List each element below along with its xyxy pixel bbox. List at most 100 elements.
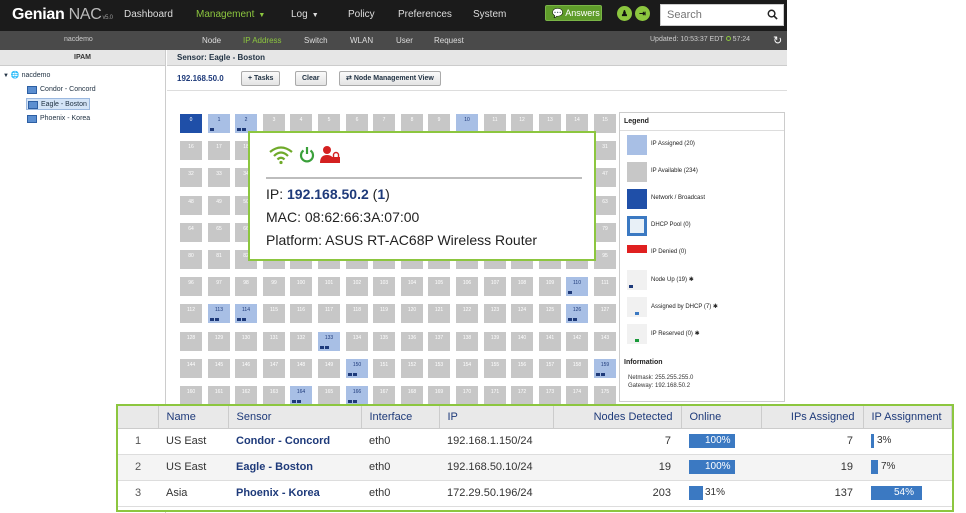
ip-cell[interactable]: 102 [346, 277, 368, 296]
ip-cell[interactable]: 152 [401, 359, 423, 378]
ip-cell[interactable]: 133 [318, 332, 340, 351]
subnav-wlan[interactable]: WLAN [350, 36, 374, 45]
ip-cell[interactable]: 121 [428, 304, 450, 323]
ip-cell[interactable]: 162 [235, 386, 257, 405]
ip-cell[interactable]: 145 [208, 359, 230, 378]
gear-icon[interactable]: ✱ [712, 304, 718, 310]
ip-cell[interactable]: 136 [401, 332, 423, 351]
ip-cell[interactable]: 173 [539, 386, 561, 405]
ip-cell[interactable]: 140 [511, 332, 533, 351]
ip-cell[interactable]: 157 [539, 359, 561, 378]
ip-cell[interactable]: 79 [594, 223, 616, 242]
nav-management[interactable]: Management ▼ [196, 9, 265, 20]
brand-logo[interactable]: Genian NACv5.0 [12, 6, 113, 24]
ip-cell[interactable]: 11 [484, 114, 506, 133]
ip-cell[interactable]: 170 [456, 386, 478, 405]
ip-cell[interactable]: 163 [263, 386, 285, 405]
ip-cell[interactable]: 172 [511, 386, 533, 405]
col-nodes-detected[interactable]: Nodes Detected [553, 406, 682, 429]
ip-cell[interactable]: 109 [539, 277, 561, 296]
ip-cell[interactable]: 150 [346, 359, 368, 378]
col-interface[interactable]: Interface [361, 406, 440, 429]
ip-cell[interactable]: 47 [594, 168, 616, 187]
col-ip[interactable]: IP [439, 406, 554, 429]
ip-cell[interactable]: 113 [208, 304, 230, 323]
row-sensor-link[interactable]: Phoenix - Korea [228, 480, 361, 507]
tree-node-eagle[interactable]: Eagle - Boston [26, 98, 90, 110]
ip-cell[interactable]: 108 [511, 277, 533, 296]
ip-cell[interactable]: 49 [208, 196, 230, 215]
ip-cell[interactable]: 117 [318, 304, 340, 323]
ip-cell[interactable]: 159 [594, 359, 616, 378]
table-row[interactable]: 3 Asia Phoenix - Korea eth0 172.29.50.196/24… [118, 480, 952, 507]
refresh-icon[interactable]: ↻ [773, 35, 783, 47]
ip-cell[interactable]: 165 [318, 386, 340, 405]
ip-cell[interactable]: 8 [401, 114, 423, 133]
ip-cell[interactable]: 166 [346, 386, 368, 405]
ip-cell[interactable]: 171 [484, 386, 506, 405]
col-ips-assigned[interactable]: IPs Assigned [761, 406, 864, 429]
subnav-switch[interactable]: Switch [304, 36, 328, 45]
tree-node-phoenix[interactable]: Phoenix - Korea [26, 113, 92, 125]
ip-cell[interactable]: 146 [235, 359, 257, 378]
ip-cell[interactable]: 174 [566, 386, 588, 405]
col-sensor[interactable]: Sensor [228, 406, 362, 429]
ip-cell[interactable]: 115 [263, 304, 285, 323]
ip-cell[interactable]: 118 [346, 304, 368, 323]
ip-cell[interactable]: 134 [346, 332, 368, 351]
ip-cell[interactable]: 143 [594, 332, 616, 351]
row-sensor-link[interactable]: Condor - Concord [228, 428, 361, 455]
subnav-user[interactable]: User [396, 36, 413, 45]
subnav-ip-address[interactable]: IP Address [243, 36, 282, 45]
ip-cell[interactable]: 168 [401, 386, 423, 405]
ip-cell[interactable]: 122 [456, 304, 478, 323]
gear-icon[interactable]: ✱ [694, 331, 700, 337]
ip-cell[interactable]: 119 [373, 304, 395, 323]
ip-cell[interactable]: 135 [373, 332, 395, 351]
ip-cell[interactable]: 161 [208, 386, 230, 405]
ip-cell[interactable]: 13 [539, 114, 561, 133]
ip-cell[interactable]: 7 [373, 114, 395, 133]
ip-cell[interactable]: 6 [346, 114, 368, 133]
nav-preferences[interactable]: Preferences [398, 9, 452, 20]
ip-cell[interactable]: 148 [290, 359, 312, 378]
ip-cell[interactable]: 63 [594, 196, 616, 215]
ip-cell[interactable]: 101 [318, 277, 340, 296]
ip-cell[interactable]: 97 [208, 277, 230, 296]
ip-cell[interactable]: 1 [208, 114, 230, 133]
ip-cell[interactable]: 154 [456, 359, 478, 378]
ip-value[interactable]: 192.168.50.2 [287, 186, 369, 202]
ip-cell[interactable]: 104 [401, 277, 423, 296]
col-online[interactable]: Online [681, 406, 762, 429]
ip-cell[interactable]: 65 [208, 223, 230, 242]
ip-cell[interactable]: 141 [539, 332, 561, 351]
ip-cell[interactable]: 127 [594, 304, 616, 323]
ip-cell[interactable]: 116 [290, 304, 312, 323]
table-row[interactable]: 2 US East Eagle - Boston eth0 192.168.50.10/… [118, 454, 952, 481]
node-management-view-button[interactable]: ⇄ Node Management View [339, 71, 441, 86]
ip-cell[interactable]: 149 [318, 359, 340, 378]
ip-cell[interactable]: 15 [594, 114, 616, 133]
ip-cell[interactable]: 144 [180, 359, 202, 378]
ip-cell[interactable]: 0 [180, 114, 202, 133]
nav-dashboard[interactable]: Dashboard [124, 9, 173, 20]
ip-cell[interactable]: 17 [208, 141, 230, 160]
ip-cell[interactable]: 123 [484, 304, 506, 323]
nav-log[interactable]: Log ▼ [291, 9, 319, 20]
ip-cell[interactable]: 105 [428, 277, 450, 296]
nav-system[interactable]: System [473, 9, 507, 20]
ip-cell[interactable]: 64 [180, 223, 202, 242]
table-row[interactable]: 1 US East Condor - Concord eth0 192.168.1.15… [118, 428, 952, 455]
ip-cell[interactable]: 33 [208, 168, 230, 187]
ip-cell[interactable]: 142 [566, 332, 588, 351]
ip-cell[interactable]: 32 [180, 168, 202, 187]
user-icon[interactable]: ♟ [617, 6, 632, 21]
tree-root[interactable]: ▼ 🌐 nacdemo [3, 71, 50, 79]
search-input[interactable] [661, 5, 757, 25]
ip-cell[interactable]: 160 [180, 386, 202, 405]
ip-cell[interactable]: 112 [180, 304, 202, 323]
nav-policy[interactable]: Policy [348, 9, 375, 20]
ip-cell[interactable]: 131 [263, 332, 285, 351]
ip-cell[interactable]: 9 [428, 114, 450, 133]
subnav-request[interactable]: Request [434, 36, 464, 45]
